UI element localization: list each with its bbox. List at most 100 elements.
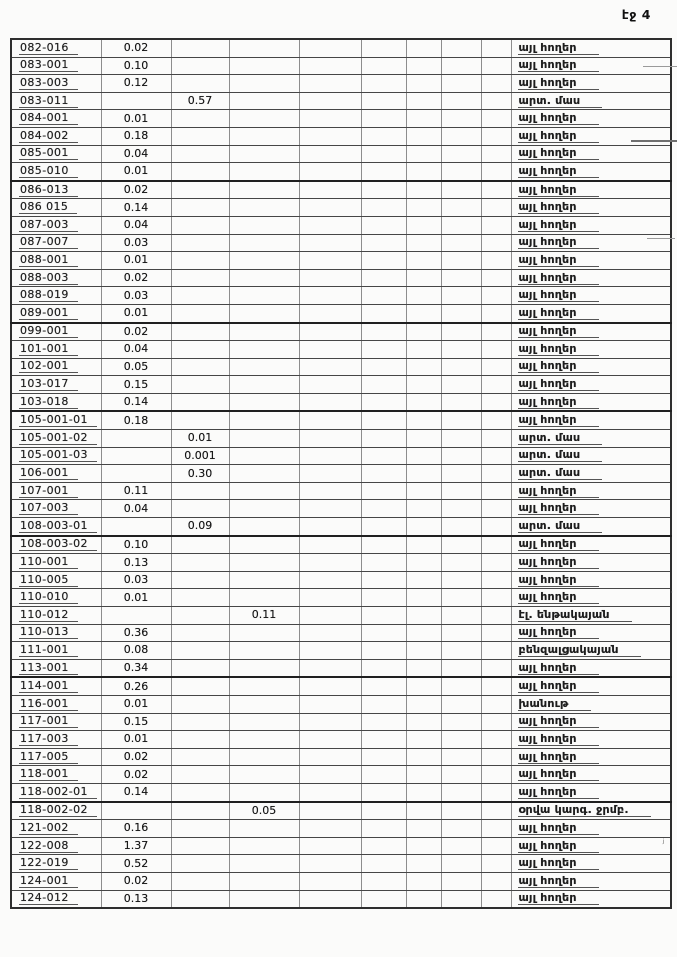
value3-cell [228,570,300,590]
empty-cell [480,38,512,58]
value1-cell-text: 0.02 [123,271,149,285]
value2-cell [170,889,230,909]
value1-cell: 0.36 [100,623,172,643]
land-type-cell: արտ. մաս [510,464,672,483]
empty-cell [480,91,512,111]
value1-cell-text: 0.02 [123,767,149,781]
empty-cell [405,553,442,572]
table-row: 103-017 0.15 այլ հողեր [10,375,672,394]
empty-cell [440,429,482,448]
parcel-code-cell-text: 108-003-01 [19,520,97,533]
parcel-code-cell-text: 117-001 [19,715,78,729]
empty-cell [480,730,512,749]
empty-cell [480,481,512,501]
parcel-code-cell-text: 110-012 [19,609,78,622]
value3-cell [228,676,300,696]
parcel-code-cell: 117-003 [10,730,102,749]
land-type-cell: այլ հողեր [510,321,672,342]
table-row: 110-010 0.01 այլ հողեր [10,588,672,607]
empty-cell [480,340,512,359]
parcel-code-cell-text: 108-003-02 [19,538,97,552]
value1-cell-text: 0.34 [123,661,149,675]
empty-cell [480,606,512,625]
empty-cell [298,623,362,643]
parcel-code-cell-text: 089-001 [19,307,78,320]
value2-cell [170,340,230,359]
table-row: 102-001 0.05 այլ հողեր [10,357,672,377]
land-type-cell-text: այլ հողեր [517,556,599,570]
empty-cell [440,357,482,377]
value1-cell-text: 0.13 [123,891,149,905]
land-type-cell: այլ հողեր [510,712,672,732]
table-row: 085-010 0.01 այլ հողեր [10,162,672,182]
empty-cell [360,410,407,431]
value1-cell: 1.37 [100,836,172,856]
parcel-code-cell: 116-001 [10,694,102,714]
empty-cell [405,286,442,305]
empty-cell [440,623,482,643]
parcel-code-cell: 086-013 [10,180,102,200]
value1-cell: 0.13 [100,553,172,572]
empty-cell [405,712,442,732]
empty-cell [360,819,407,838]
parcel-code-cell: 117-005 [10,747,102,767]
value1-cell: 0.05 [100,357,172,377]
parcel-code-cell: 085-001 [10,144,102,164]
land-type-cell-text: այլ հողեր [517,822,599,835]
land-type-cell: այլ հողեր [510,782,672,803]
empty-cell [298,268,362,288]
parcel-code-cell: 082-016 [10,38,102,58]
value2-cell [170,286,230,305]
empty-cell [405,303,442,324]
empty-cell [480,658,512,679]
value2-cell [170,658,230,679]
empty-cell [480,641,512,660]
parcel-code-cell-text: 087-003 [19,219,78,232]
land-type-cell-text: այլ հողեր [517,574,599,587]
empty-cell [298,357,362,377]
parcel-code-cell: 105-001-01 [10,410,102,431]
value1-cell-text: 0.52 [123,856,149,870]
value3-cell [228,74,300,93]
empty-cell [440,446,482,466]
empty-cell [298,730,362,749]
value3-cell [228,198,300,217]
value1-cell [100,517,172,537]
empty-cell [360,56,407,76]
empty-cell [298,126,362,146]
parcel-code-cell: 087-003 [10,215,102,235]
empty-cell [360,180,407,200]
empty-cell [480,694,512,714]
empty-cell [440,694,482,714]
land-type-cell-text: արտ. մաս [517,520,603,533]
empty-cell [360,126,407,146]
land-type-cell: բենզալցակայան [510,641,672,660]
parcel-code-cell: 117-001 [10,712,102,732]
land-type-cell: այլ հողեր [510,819,672,838]
value3-cell-text: 0.11 [251,608,277,622]
empty-cell [480,375,512,394]
empty-cell [480,429,512,448]
value3-cell [228,303,300,324]
empty-cell [298,499,362,519]
value1-cell-text: 0.13 [123,555,149,569]
value2-cell [170,162,230,182]
land-type-cell: օրվա կարգ. ջրմբ. [510,801,672,821]
value1-cell: 0.11 [100,481,172,501]
empty-cell [360,357,407,377]
empty-cell [360,233,407,253]
parcel-code-cell-text: 111-001 [19,644,78,657]
empty-cell [298,641,362,660]
empty-cell [360,535,407,555]
value1-cell: 0.18 [100,410,172,431]
parcel-code-cell-text: 122-019 [19,857,78,871]
parcel-code-cell-text: 124-012 [19,892,78,906]
parcel-code-cell: 086 015 [10,198,102,217]
empty-cell [480,74,512,93]
parcel-code-cell: 088-001 [10,251,102,270]
empty-cell [298,765,362,784]
scan-smudge-line [631,140,677,142]
parcel-code-cell: 110-013 [10,623,102,643]
empty-cell [405,410,442,431]
value1-cell [100,91,172,111]
